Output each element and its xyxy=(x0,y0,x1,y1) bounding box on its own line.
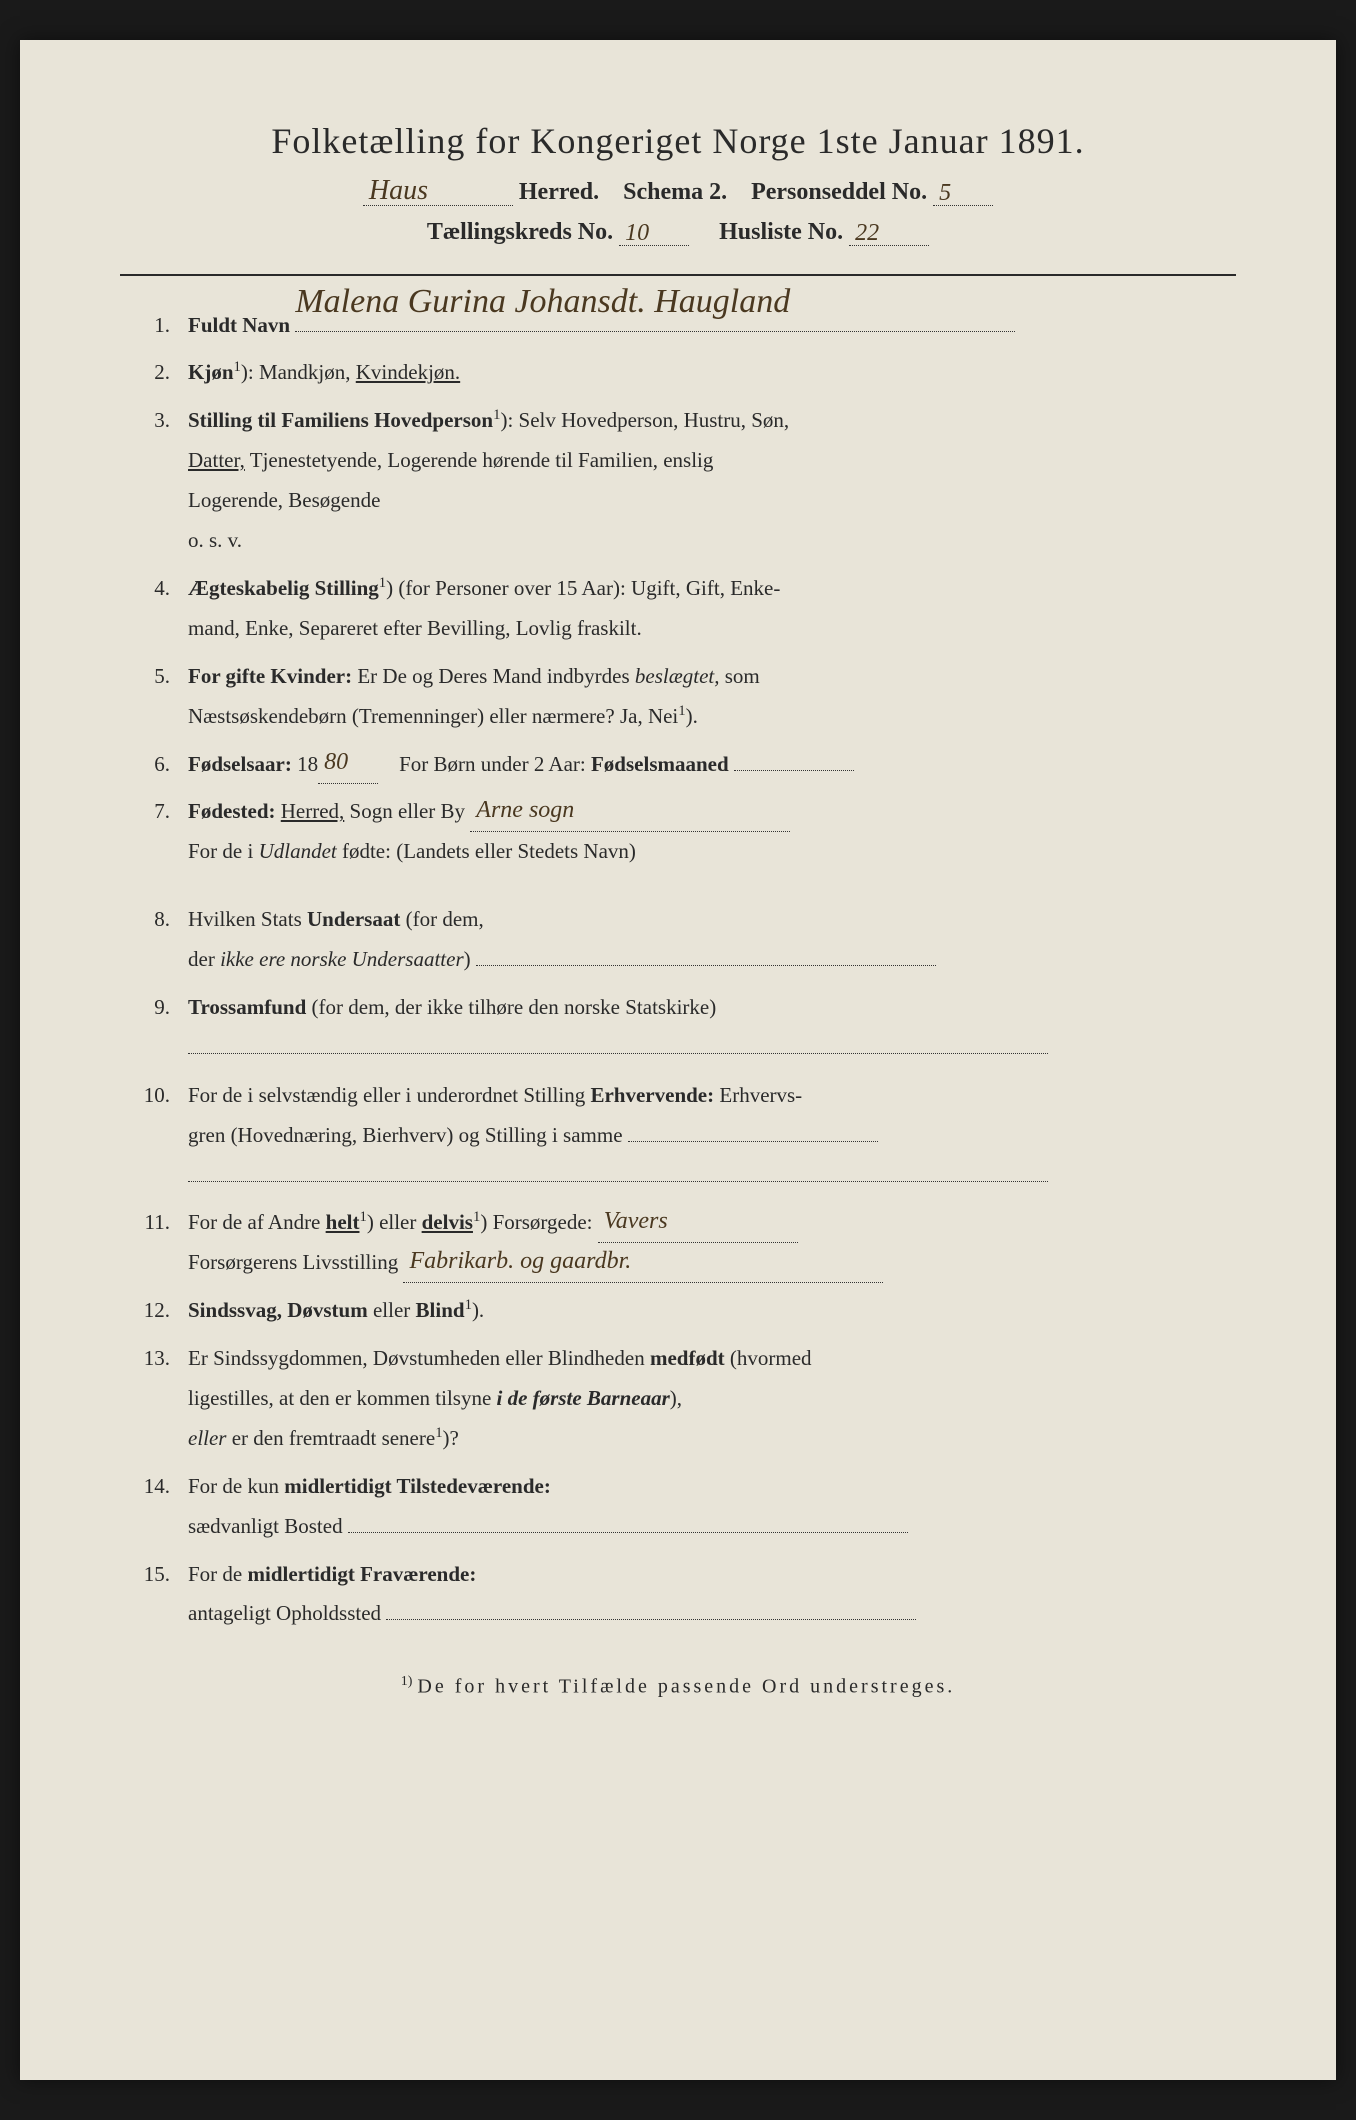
husliste-label: Husliste No. xyxy=(719,219,843,245)
entry-6: 6. Fødselsaar: 1880 For Børn under 2 Aar… xyxy=(120,745,1236,785)
label-kjon: Kjøn xyxy=(188,360,234,384)
footnote: 1) De for hvert Tilfælde passende Ord un… xyxy=(120,1674,1236,1699)
label-fuldt-navn: Fuldt Navn xyxy=(188,313,290,337)
birthplace-field: Arne sogn xyxy=(470,806,790,832)
entry-11: 11. For de af Andre helt1) eller delvis1… xyxy=(120,1203,1236,1283)
herred-field: Haus xyxy=(363,176,513,206)
entry-8: 8. Hvilken Stats Undersaat (for dem, der… xyxy=(120,900,1236,980)
label-aegteskab: Ægteskabelig Stilling xyxy=(188,576,379,600)
trossamfund-field xyxy=(188,1053,1048,1054)
entry-10: 10. For de i selvstændig eller i underor… xyxy=(120,1076,1236,1196)
entry-3: 3. Stilling til Familiens Hovedperson1):… xyxy=(120,401,1236,561)
entry-14: 14. For de kun midlertidigt Tilstedevære… xyxy=(120,1467,1236,1547)
schema-label: Schema 2. xyxy=(623,179,727,205)
kvindekjon-underlined: Kvindekjøn. xyxy=(356,360,460,384)
herred-underlined: Herred, xyxy=(281,799,345,823)
personseddel-label: Personseddel No. xyxy=(751,179,927,205)
page-title: Folketælling for Kongeriget Norge 1ste J… xyxy=(120,120,1236,162)
herred-label: Herred. xyxy=(519,179,599,205)
year-field: 80 xyxy=(318,758,378,784)
personseddel-field: 5 xyxy=(933,176,993,206)
husliste-field: 22 xyxy=(849,216,929,246)
tkreds-label: Tællingskreds No. xyxy=(427,219,613,245)
header-line-1: Haus Herred. Schema 2. Personseddel No. … xyxy=(120,176,1236,206)
census-form-page: Folketælling for Kongeriget Norge 1ste J… xyxy=(20,40,1336,2080)
entries-list: 1. Fuldt Navn Malena Gurina Johansdt. Ha… xyxy=(120,306,1236,1635)
undersaat-field xyxy=(476,965,936,966)
opholdssted-field xyxy=(386,1619,916,1620)
label-stilling: Stilling til Familiens Hovedperson xyxy=(188,408,493,432)
bosted-field xyxy=(348,1532,908,1533)
tkreds-field: 10 xyxy=(619,216,689,246)
entry-12: 12. Sindssvag, Døvstum eller Blind1). xyxy=(120,1291,1236,1331)
entry-4: 4. Ægteskabelig Stilling1) (for Personer… xyxy=(120,569,1236,649)
livsstilling-field: Fabrikarb. og gaardbr. xyxy=(403,1257,883,1283)
name-field: Malena Gurina Johansdt. Haugland xyxy=(295,331,1015,332)
label-gifte-kvinder: For gifte Kvinder: xyxy=(188,664,352,688)
label-undersaat: Undersaat xyxy=(307,907,400,931)
erhverv-field-1 xyxy=(628,1141,878,1142)
entry-1: 1. Fuldt Navn Malena Gurina Johansdt. Ha… xyxy=(120,306,1236,346)
label-sindssvag: Sindssvag, Døvstum xyxy=(188,1298,368,1322)
month-field xyxy=(734,770,854,771)
erhverv-field-2 xyxy=(188,1181,1048,1182)
datter-underlined: Datter, xyxy=(188,448,245,472)
entry-15: 15. For de midlertidigt Fraværende: anta… xyxy=(120,1555,1236,1635)
entry-5: 5. For gifte Kvinder: Er De og Deres Man… xyxy=(120,657,1236,737)
entry-2: 2. Kjøn1): Mandkjøn, Kvindekjøn. xyxy=(120,353,1236,393)
label-erhvervende: Erhvervende: xyxy=(590,1083,714,1107)
label-trossamfund: Trossamfund xyxy=(188,995,306,1019)
entry-13: 13. Er Sindssygdommen, Døvstumheden elle… xyxy=(120,1339,1236,1459)
label-fodested: Fødested: xyxy=(188,799,276,823)
label-fodselsaar: Fødselsaar: xyxy=(188,752,292,776)
header-line-2: Tællingskreds No. 10 Husliste No. 22 xyxy=(120,216,1236,246)
entry-7: 7. Fødested: Herred, Sogn eller By Arne … xyxy=(120,792,1236,872)
entry-9: 9. Trossamfund (for dem, der ikke tilhør… xyxy=(120,988,1236,1068)
